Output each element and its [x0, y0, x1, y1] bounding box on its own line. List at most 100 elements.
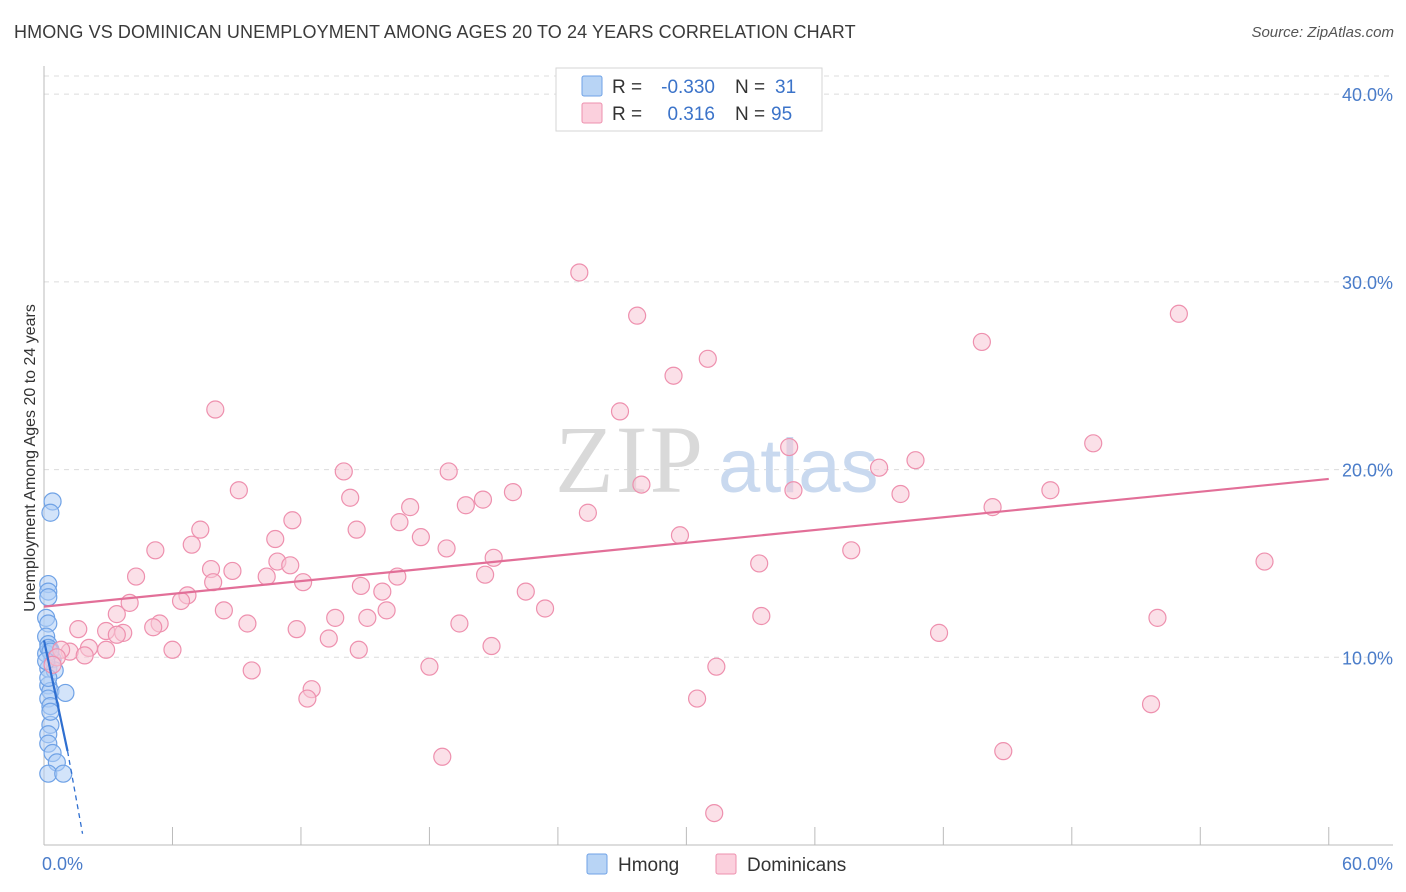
y-tick-label-1: 20.0%: [1342, 461, 1393, 481]
dominicans-point-77: [349, 640, 368, 659]
dominicans-point-28: [191, 520, 210, 539]
dominicans-point-8: [1084, 434, 1103, 453]
dominicans-point-14: [632, 475, 651, 494]
dominicans-point-58: [535, 599, 555, 618]
dominicans-point-10: [906, 451, 925, 470]
hmong-point-4: [39, 588, 58, 607]
dominicans-point-51: [373, 582, 392, 601]
dominicans-point-22: [401, 498, 420, 517]
dominicans-point-52: [516, 582, 535, 601]
dominicans-point-63: [1148, 608, 1167, 627]
dominicans-point-2: [1169, 304, 1188, 323]
y-tick-label-2: 30.0%: [1342, 273, 1393, 293]
dominicans-point-37: [1255, 552, 1274, 571]
dominicans-point-3: [972, 332, 991, 352]
bottom-legend-hmong: Hmong: [618, 855, 679, 876]
dominicans-point-27: [390, 513, 409, 532]
dominicans-point-4: [698, 349, 717, 368]
dominicans-point-34: [146, 541, 165, 560]
dominicans-point-65: [238, 614, 257, 633]
correlation-legend: R = -0.330 N = 31 R = 0.316 N = 95: [555, 67, 823, 132]
dominicans-point-56: [214, 601, 233, 620]
dominicans-point-13: [869, 458, 889, 477]
dominicans-point-5: [664, 366, 683, 385]
data-points: [37, 263, 1274, 823]
dominicans-point-82: [75, 646, 94, 665]
dominicans-point-40: [281, 556, 300, 575]
dominicans-point-54: [171, 591, 191, 611]
dominicans-point-38: [750, 554, 769, 573]
watermark: ZIP atlas: [555, 406, 879, 513]
x-tick-label-0: 0.0%: [42, 854, 83, 874]
dominicans-point-17: [784, 481, 803, 500]
hmong-point-30: [41, 702, 60, 721]
dominicans-point-15: [229, 481, 248, 500]
dominicans-point-87: [707, 657, 726, 676]
dominicans-point-84: [43, 655, 62, 674]
chart-title: HMONG VS DOMINICAN UNEMPLOYMENT AMONG AG…: [14, 22, 856, 42]
dominicans-point-9: [780, 437, 799, 457]
dominicans-point-26: [283, 511, 302, 530]
dominicans-point-94: [705, 803, 724, 823]
dominicans-point-1: [628, 306, 647, 325]
legend-r-value-hmong: -0.330: [661, 77, 715, 98]
watermark-zip: ZIP: [555, 406, 705, 513]
dominicans-point-44: [126, 567, 146, 586]
dominicans-point-33: [182, 535, 201, 554]
dominicans-point-73: [929, 623, 949, 642]
dominicans-point-6: [206, 400, 225, 419]
dominicans-point-47: [476, 565, 495, 584]
dominicans-point-25: [578, 503, 597, 522]
legend-n-label-dominicans: N =: [735, 104, 765, 125]
dominicans-point-59: [107, 605, 126, 624]
dominicans-point-72: [107, 625, 126, 644]
dominicans-point-71: [287, 620, 306, 639]
dominicans-point-62: [752, 606, 771, 626]
dominicans-point-43: [484, 548, 503, 567]
dominicans-point-93: [994, 742, 1013, 761]
hmong-point-16: [56, 683, 75, 703]
dominicans-point-35: [437, 539, 456, 558]
dominicans-point-70: [144, 618, 163, 637]
dominicans-point-61: [358, 608, 377, 627]
dominicans-point-32: [411, 528, 430, 547]
dominicans-point-45: [257, 567, 276, 586]
y-tick-label-3: 40.0%: [1342, 85, 1393, 105]
legend-n-label-hmong: N =: [735, 77, 765, 98]
dominicans-point-90: [687, 689, 707, 708]
hmong-point-1: [41, 503, 60, 522]
legend-swatch-hmong: [581, 75, 603, 97]
dominicans-point-16: [503, 483, 523, 502]
dominicans-point-85: [242, 661, 261, 680]
dominicans-point-78: [163, 640, 182, 659]
dominicans-point-57: [377, 601, 396, 620]
y-tick-label-0: 10.0%: [1342, 648, 1393, 668]
legend-r-value-dominicans: 0.316: [667, 104, 715, 125]
dominicans-point-60: [326, 608, 345, 627]
dominicans-point-50: [351, 576, 371, 596]
source-label: Source: ZipAtlas.com: [1251, 24, 1394, 41]
dominicans-point-66: [450, 614, 469, 633]
dominicans-point-92: [433, 747, 452, 766]
dominicans-point-86: [420, 657, 439, 676]
dominicans-point-20: [473, 490, 493, 509]
series-legend: Hmong Dominicans: [586, 853, 846, 876]
dominicans-trend-line: [43, 477, 1329, 608]
dominicans-point-81: [96, 640, 116, 659]
bottom-legend-dominicans: Dominicans: [747, 855, 846, 876]
dominicans-point-69: [69, 620, 88, 639]
x-tick-label-1: 60.0%: [1342, 854, 1393, 874]
legend-n-value-dominicans: 95: [771, 104, 792, 125]
hmong-point-25: [54, 764, 73, 783]
y-axis-label: Unemployment Among Ages 20 to 24 years: [22, 304, 39, 612]
dominicans-point-91: [1141, 695, 1161, 714]
grid-lines: [44, 75, 1393, 658]
dominicans-point-29: [347, 520, 366, 539]
dominicans-point-11: [334, 462, 353, 481]
legend-n-value-hmong: 31: [775, 77, 796, 98]
trend-lines: [42, 477, 1329, 834]
y-tick-labels: 10.0% 20.0% 30.0% 40.0%: [1342, 85, 1393, 668]
dominicans-point-36: [842, 541, 861, 560]
dominicans-point-30: [670, 526, 690, 545]
